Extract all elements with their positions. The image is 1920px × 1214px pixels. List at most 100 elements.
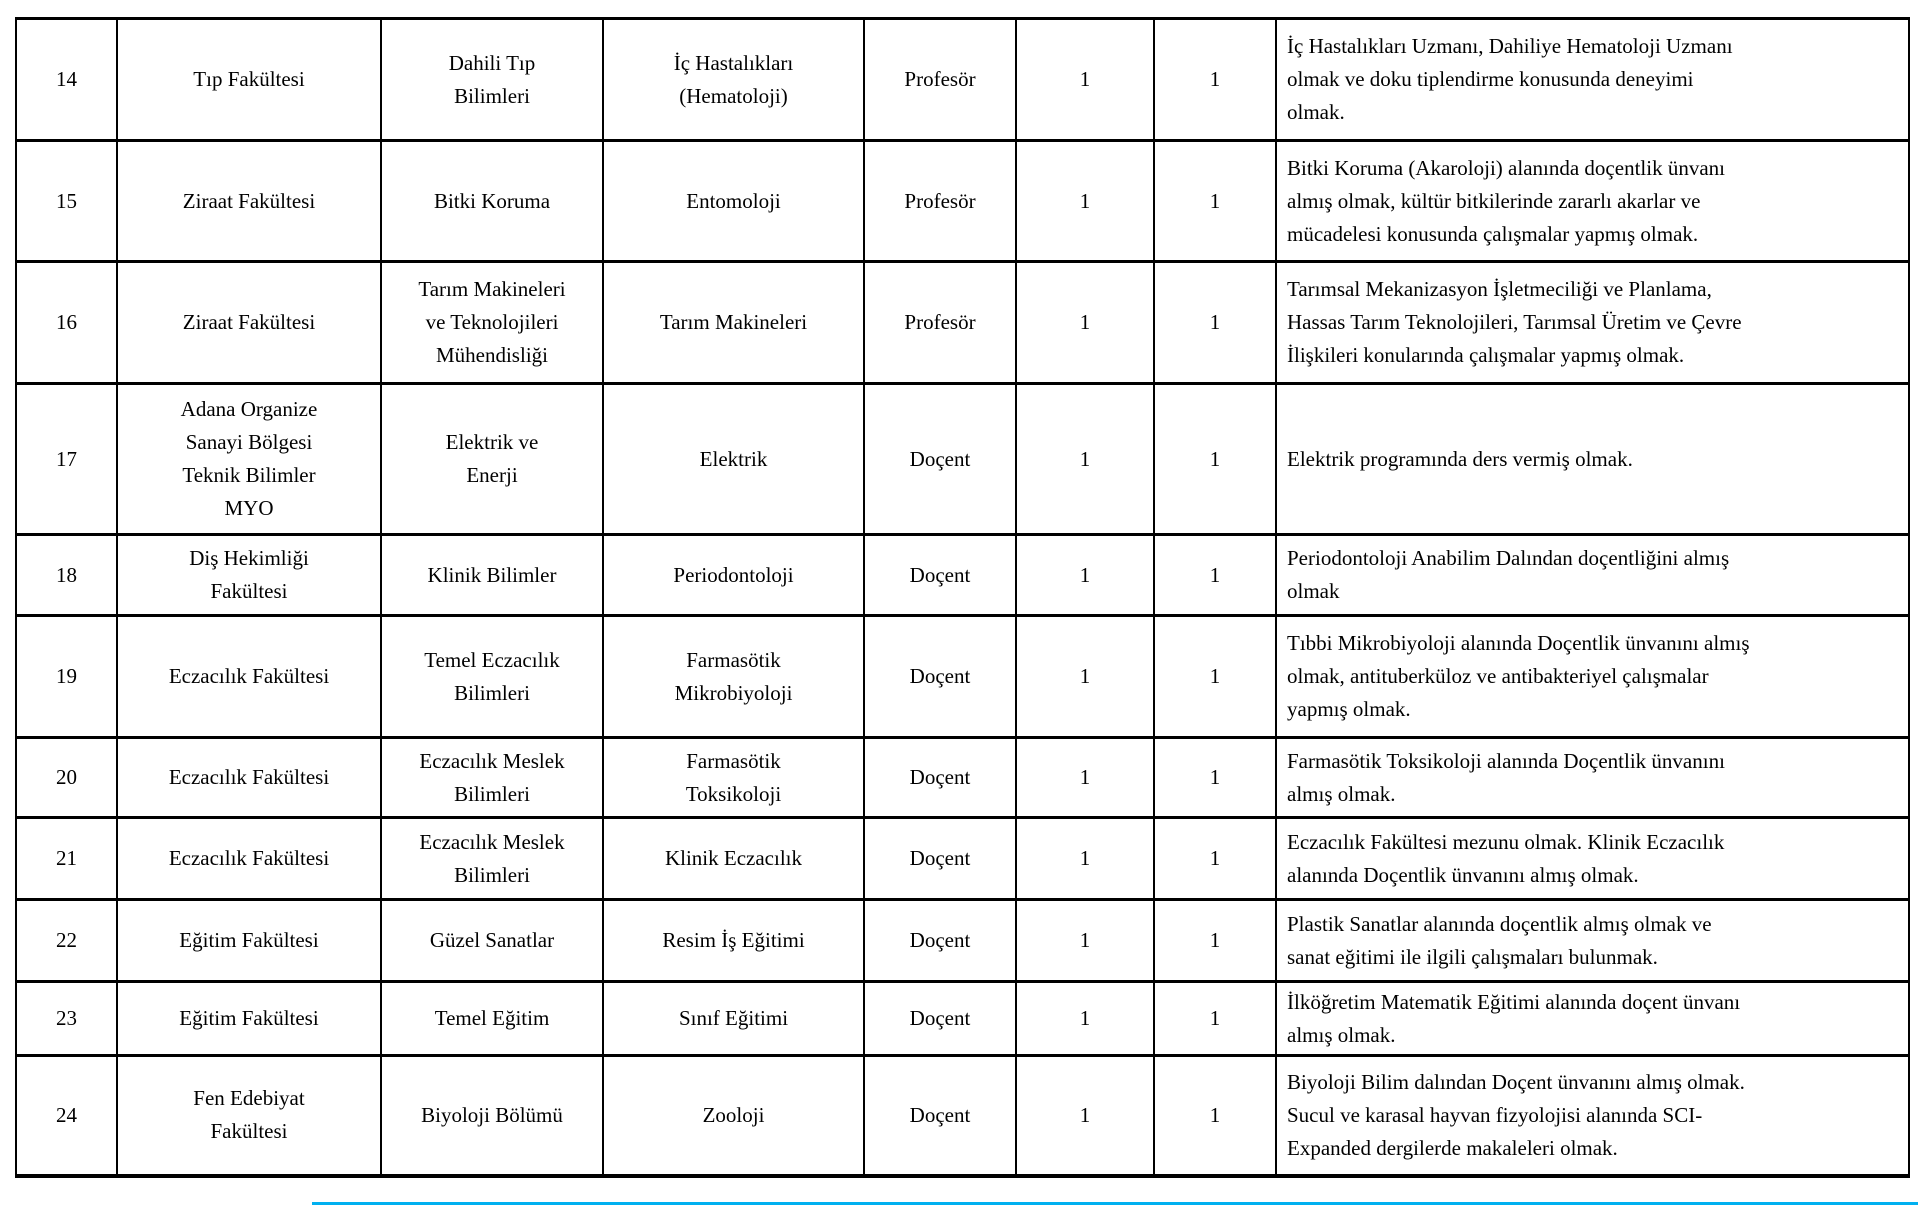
department-cell: Biyoloji Bölümü [380,1054,604,1178]
count-cell-2: 1 [1153,816,1277,901]
field-cell: Resim İş Eğitimi [602,898,865,983]
count-cell-2: 1 [1153,17,1277,142]
faculty-cell: Ziraat Fakültesi [116,260,382,385]
department-cell: Tarım Makineleri ve Teknolojileri Mühend… [380,260,604,385]
row-number-cell: 20 [15,736,118,819]
count-cell-2: 1 [1153,260,1277,385]
department-cell: Temel Eğitim [380,980,604,1057]
title-cell: Doçent [863,736,1017,819]
field-cell: Klinik Eczacılık [602,816,865,901]
title-cell: Profesör [863,139,1017,263]
department-cell: Bitki Koruma [380,139,604,263]
row-number-cell: 16 [15,260,118,385]
positions-table: 14 Tıp Fakültesi Dahili Tıp Bilimleri İç… [15,17,1910,1178]
count-cell-2: 1 [1153,614,1277,739]
title-cell: Doçent [863,898,1017,983]
count-cell-2: 1 [1153,139,1277,263]
title-cell: Profesör [863,260,1017,385]
table-row: 22 Eğitim Fakültesi Güzel Sanatlar Resim… [15,898,1910,983]
title-cell: Doçent [863,382,1017,536]
row-number-cell: 23 [15,980,118,1057]
faculty-cell: Eczacılık Fakültesi [116,614,382,739]
row-number-cell: 19 [15,614,118,739]
description-cell: İç Hastalıkları Uzmanı, Dahiliye Hematol… [1275,17,1910,142]
title-cell: Doçent [863,533,1017,617]
row-number-cell: 24 [15,1054,118,1178]
count-cell-1: 1 [1015,382,1155,536]
department-cell: Temel Eczacılık Bilimleri [380,614,604,739]
count-cell-1: 1 [1015,736,1155,819]
description-cell: Tıbbi Mikrobiyoloji alanında Doçentlik ü… [1275,614,1910,739]
description-cell: Biyoloji Bilim dalından Doçent ünvanını … [1275,1054,1910,1178]
count-cell-1: 1 [1015,1054,1155,1178]
field-cell: Zooloji [602,1054,865,1178]
table-row: 14 Tıp Fakültesi Dahili Tıp Bilimleri İç… [15,17,1910,142]
description-cell: Bitki Koruma (Akaroloji) alanında doçent… [1275,139,1910,263]
row-number-cell: 21 [15,816,118,901]
field-cell: Periodontoloji [602,533,865,617]
count-cell-1: 1 [1015,17,1155,142]
title-cell: Doçent [863,980,1017,1057]
department-cell: Dahili Tıp Bilimleri [380,17,604,142]
count-cell-2: 1 [1153,736,1277,819]
faculty-cell: Eczacılık Fakültesi [116,816,382,901]
count-cell-2: 1 [1153,1054,1277,1178]
row-number-cell: 17 [15,382,118,536]
title-cell: Doçent [863,614,1017,739]
faculty-cell: Tıp Fakültesi [116,17,382,142]
table-row: 19 Eczacılık Fakültesi Temel Eczacılık B… [15,614,1910,739]
count-cell-1: 1 [1015,139,1155,263]
table-row: 15 Ziraat Fakültesi Bitki Koruma Entomol… [15,139,1910,263]
count-cell-1: 1 [1015,980,1155,1057]
description-cell: İlköğretim Matematik Eğitimi alanında do… [1275,980,1910,1057]
description-cell: Eczacılık Fakültesi mezunu olmak. Klinik… [1275,816,1910,901]
count-cell-2: 1 [1153,533,1277,617]
bottom-divider-line [312,1202,1918,1205]
faculty-cell: Eğitim Fakültesi [116,980,382,1057]
department-cell: Eczacılık Meslek Bilimleri [380,736,604,819]
field-cell: Entomoloji [602,139,865,263]
row-number-cell: 22 [15,898,118,983]
count-cell-1: 1 [1015,533,1155,617]
field-cell: Tarım Makineleri [602,260,865,385]
row-number-cell: 18 [15,533,118,617]
count-cell-1: 1 [1015,260,1155,385]
department-cell: Elektrik ve Enerji [380,382,604,536]
field-cell: İç Hastalıkları (Hematoloji) [602,17,865,142]
count-cell-2: 1 [1153,382,1277,536]
count-cell-2: 1 [1153,980,1277,1057]
table-row: 20 Eczacılık Fakültesi Eczacılık Meslek … [15,736,1910,819]
faculty-cell: Fen Edebiyat Fakültesi [116,1054,382,1178]
table-row: 16 Ziraat Fakültesi Tarım Makineleri ve … [15,260,1910,385]
description-cell: Periodontoloji Anabilim Dalından doçentl… [1275,533,1910,617]
department-cell: Klinik Bilimler [380,533,604,617]
faculty-cell: Ziraat Fakültesi [116,139,382,263]
table-row: 21 Eczacılık Fakültesi Eczacılık Meslek … [15,816,1910,901]
row-number-cell: 14 [15,17,118,142]
row-number-cell: 15 [15,139,118,263]
count-cell-1: 1 [1015,614,1155,739]
field-cell: Elektrik [602,382,865,536]
department-cell: Eczacılık Meslek Bilimleri [380,816,604,901]
title-cell: Profesör [863,17,1017,142]
field-cell: Sınıf Eğitimi [602,980,865,1057]
faculty-cell: Eczacılık Fakültesi [116,736,382,819]
count-cell-1: 1 [1015,816,1155,901]
table-row: 18 Diş Hekimliği Fakültesi Klinik Biliml… [15,533,1910,617]
description-cell: Plastik Sanatlar alanında doçentlik almı… [1275,898,1910,983]
count-cell-2: 1 [1153,898,1277,983]
table-row: 17 Adana Organize Sanayi Bölgesi Teknik … [15,382,1910,536]
department-cell: Güzel Sanatlar [380,898,604,983]
field-cell: Farmasötik Mikrobiyoloji [602,614,865,739]
description-cell: Farmasötik Toksikoloji alanında Doçentli… [1275,736,1910,819]
faculty-cell: Adana Organize Sanayi Bölgesi Teknik Bil… [116,382,382,536]
description-cell: Tarımsal Mekanizasyon İşletmeciliği ve P… [1275,260,1910,385]
faculty-cell: Diş Hekimliği Fakültesi [116,533,382,617]
faculty-cell: Eğitim Fakültesi [116,898,382,983]
count-cell-1: 1 [1015,898,1155,983]
table-row: 23 Eğitim Fakültesi Temel Eğitim Sınıf E… [15,980,1910,1057]
title-cell: Doçent [863,1054,1017,1178]
title-cell: Doçent [863,816,1017,901]
table-row: 24 Fen Edebiyat Fakültesi Biyoloji Bölüm… [15,1054,1910,1178]
